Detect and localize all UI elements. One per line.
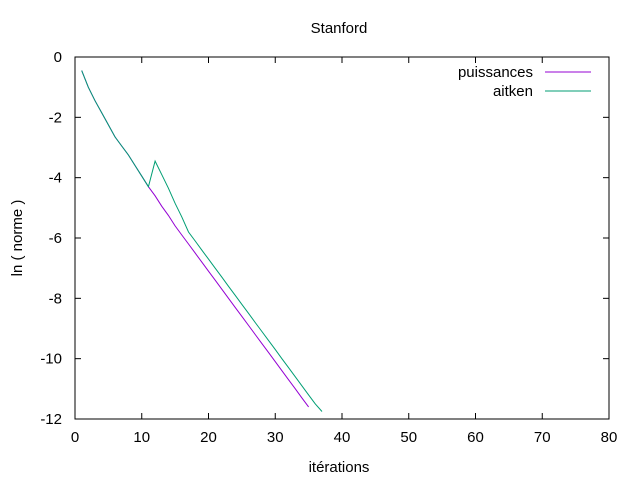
x-tick-label: 70 — [534, 429, 551, 446]
x-tick-label: 80 — [601, 429, 618, 446]
y-tick-label: -4 — [49, 170, 62, 187]
legend: puissances aitken — [458, 64, 591, 100]
series-line-puissances — [81, 70, 310, 408]
x-tick-label: 40 — [334, 429, 351, 446]
axis-ticks: 0 10 20 30 40 50 60 70 80 0 -2 -4 -6 -8 -10 -12 — [40, 49, 617, 446]
series-layer — [81, 70, 323, 412]
chart-title: Stanford — [311, 20, 368, 37]
x-tick-label: 30 — [267, 429, 284, 446]
x-tick-label: 60 — [467, 429, 484, 446]
y-tick-label: -10 — [40, 351, 62, 368]
y-tick-label: -6 — [49, 230, 62, 247]
y-tick-label: -8 — [49, 290, 62, 307]
y-tick-label: -12 — [40, 411, 62, 428]
x-tick-label: 20 — [200, 429, 217, 446]
y-tick-label: -2 — [49, 109, 62, 126]
x-tick-label: 50 — [400, 429, 417, 446]
y-axis-label: ln ( norme ) — [9, 200, 26, 277]
legend-label: puissances — [458, 64, 533, 81]
y-tick-label: 0 — [54, 49, 62, 66]
x-tick-label: 0 — [71, 429, 79, 446]
x-tick-label: 10 — [133, 429, 150, 446]
legend-label: aitken — [493, 83, 533, 100]
plot-frame — [74, 56, 610, 420]
x-axis-label: itérations — [309, 459, 370, 476]
series-line-aitken — [81, 70, 323, 412]
